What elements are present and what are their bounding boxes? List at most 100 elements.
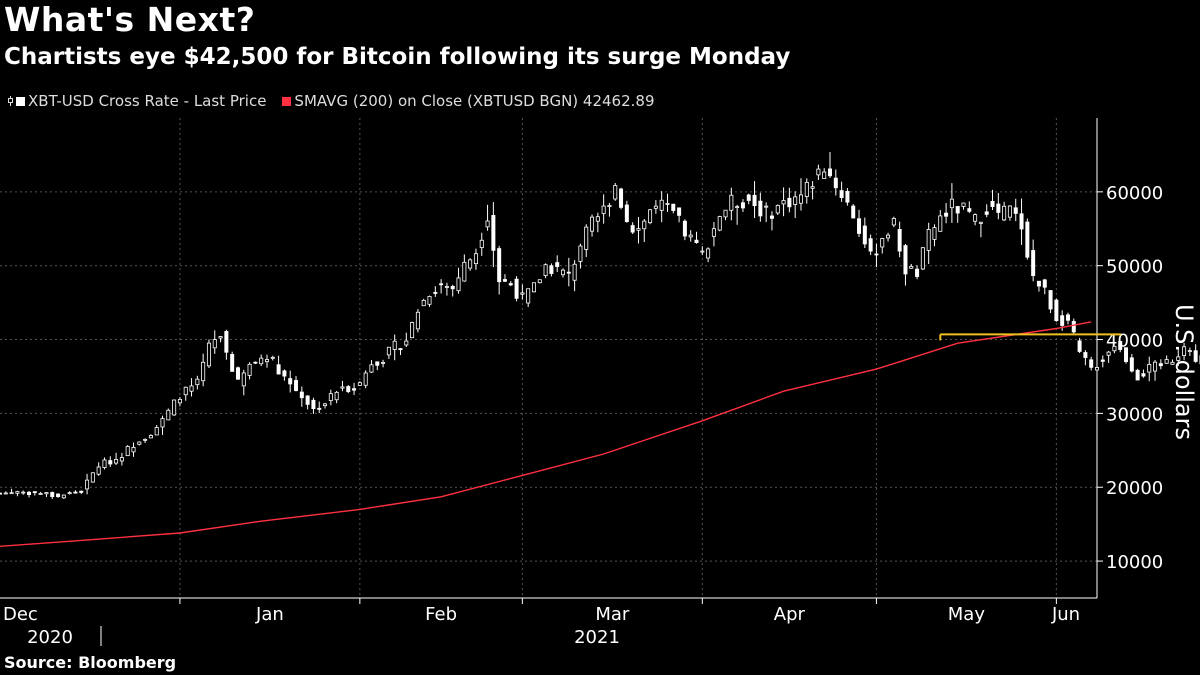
candle-body	[961, 202, 966, 207]
candle-body	[450, 286, 455, 290]
candle-body	[143, 438, 148, 441]
candle-body	[694, 239, 699, 243]
candle-body	[578, 245, 583, 262]
candle-body	[294, 380, 299, 391]
candle-body	[514, 278, 519, 299]
candle-body	[1025, 221, 1030, 258]
candle-body	[1158, 363, 1163, 367]
candle-body	[90, 472, 95, 483]
candle-body	[253, 361, 258, 364]
candle-body	[584, 226, 589, 250]
candle-body	[804, 181, 809, 197]
candle-body	[334, 391, 339, 401]
candle-body	[1002, 205, 1007, 221]
candle-body	[909, 266, 914, 269]
candle-body	[386, 346, 391, 356]
candle-body	[949, 198, 954, 209]
candle-body	[932, 227, 937, 240]
candle-body	[299, 391, 304, 399]
candle-body	[862, 225, 867, 245]
candle-body	[357, 382, 362, 386]
chart-subtitle: Chartists eye $42,500 for Bitcoin follow…	[4, 44, 791, 70]
candle-body	[56, 493, 61, 498]
candle-body	[938, 215, 943, 232]
candle-body	[375, 361, 380, 366]
candle-body	[630, 225, 635, 233]
candle-body	[340, 386, 345, 389]
candle-body	[561, 269, 566, 276]
legend-swatch-sma	[282, 96, 292, 106]
candle-body	[891, 218, 896, 226]
x-tick-label-may: May	[948, 604, 986, 625]
candle-body	[619, 188, 624, 208]
candle-body	[404, 340, 409, 346]
candle-body	[897, 228, 902, 252]
candle-body	[125, 446, 130, 457]
legend-swatch-price	[16, 96, 25, 106]
candle-body	[886, 234, 891, 239]
candle-body	[607, 204, 612, 208]
y-tick-label-60000: 60000	[1106, 183, 1163, 204]
candle-body	[729, 194, 734, 211]
x-tick-label-jun: Jun	[1051, 604, 1080, 625]
candle-body	[706, 248, 711, 259]
candle-body	[212, 339, 217, 349]
y-tick-label-10000: 10000	[1106, 552, 1163, 573]
legend-label-sma: SMAVG (200) on Close (XBTUSD BGN) 42462.…	[294, 92, 655, 110]
candle-body	[822, 171, 827, 179]
candle-body	[439, 283, 444, 286]
candle-body	[108, 460, 113, 465]
candle-body	[665, 203, 670, 205]
candle-body	[682, 220, 687, 237]
candle-body	[421, 299, 426, 307]
candle-body	[1118, 341, 1123, 350]
candle-body	[9, 492, 14, 495]
candle-body	[1182, 346, 1187, 356]
candle-body	[276, 364, 281, 375]
candle-body	[381, 362, 386, 364]
candle-body	[711, 228, 716, 237]
candle-body	[1187, 350, 1192, 352]
candle-body	[1065, 314, 1070, 321]
candle-body	[148, 435, 153, 439]
candle-body	[700, 250, 705, 253]
candle-body	[828, 168, 833, 177]
candle-body	[723, 209, 728, 218]
candle-body	[282, 370, 287, 377]
candle-body	[717, 216, 722, 231]
x-tick-label-mar: Mar	[595, 604, 630, 625]
candle-body	[1060, 315, 1065, 326]
candlestick-icon	[8, 96, 14, 106]
candle-body	[543, 264, 548, 276]
candle-body	[61, 494, 66, 499]
candle-body	[764, 205, 769, 208]
candle-body	[218, 336, 223, 339]
candle-body	[352, 388, 357, 391]
candle-body	[32, 491, 37, 494]
candle-body	[526, 288, 531, 304]
candle-body	[270, 356, 275, 359]
candle-body	[1170, 361, 1175, 365]
candle-body	[978, 221, 983, 224]
candle-body	[131, 447, 136, 453]
candle-body	[1124, 347, 1129, 362]
candle-body	[915, 268, 920, 277]
candle-body	[259, 357, 264, 365]
candle-body	[671, 203, 676, 211]
candle-body	[926, 229, 931, 251]
candle-body	[508, 283, 513, 286]
legend-label-price: XBT-USD Cross Rate - Last Price	[28, 92, 267, 110]
candle-body	[1141, 373, 1146, 377]
y-tick-label-20000: 20000	[1106, 478, 1163, 499]
candlestick-series	[0, 152, 1200, 500]
candle-body	[224, 331, 229, 353]
candle-body	[636, 228, 641, 231]
candle-body	[410, 322, 415, 339]
candle-body	[1153, 361, 1158, 372]
candle-body	[1031, 250, 1036, 277]
candle-body	[177, 399, 182, 404]
candle-body	[398, 348, 403, 350]
candle-body	[479, 239, 484, 249]
candle-body	[50, 492, 55, 497]
candle-body	[468, 259, 473, 269]
